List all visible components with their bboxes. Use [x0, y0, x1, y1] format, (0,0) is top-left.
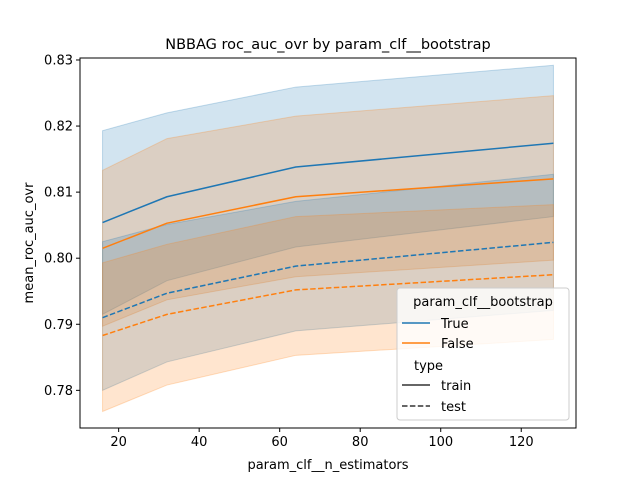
x-tick-label: 20 — [110, 435, 127, 450]
y-tick-label: 0.81 — [44, 186, 73, 201]
legend-label-train: train — [441, 379, 471, 394]
legend: param_clf__bootstrap True False type tra… — [396, 287, 570, 421]
y-tick-label: 0.83 — [44, 53, 73, 68]
x-axis-label: param_clf__n_estimators — [247, 458, 408, 473]
y-axis-label: mean_roc_auc_ovr — [22, 182, 37, 304]
x-tick-label: 80 — [352, 435, 369, 450]
y-tick-label: 0.80 — [44, 252, 73, 267]
line-false-test — [102, 273, 554, 337]
series-lines — [102, 142, 554, 337]
chart-title: NBBAG roc_auc_ovr by param_clf__bootstra… — [165, 37, 491, 53]
legend-style-title: type — [414, 359, 443, 374]
legend-box — [396, 287, 570, 421]
x-axis: 20 40 60 80 100 120 — [110, 428, 534, 450]
legend-label-false: False — [441, 337, 474, 352]
y-axis: 0.78 0.79 0.80 0.81 0.82 0.83 — [44, 53, 80, 399]
legend-label-test: test — [441, 400, 466, 415]
y-tick-label: 0.82 — [44, 120, 73, 135]
line-true-test — [102, 241, 554, 319]
x-tick-label: 60 — [271, 435, 288, 450]
y-tick-label: 0.78 — [44, 384, 73, 399]
line-false-train — [102, 178, 554, 249]
legend-hue-title: param_clf__bootstrap — [413, 295, 553, 310]
plot-frame — [79, 57, 577, 429]
x-tick-label: 40 — [191, 435, 208, 450]
y-tick-label: 0.79 — [44, 318, 73, 333]
x-tick-label: 120 — [509, 435, 534, 450]
line-true-train — [102, 142, 554, 224]
legend-label-true: True — [440, 317, 469, 332]
x-tick-label: 100 — [428, 435, 453, 450]
band-true-train — [102, 64, 554, 316]
